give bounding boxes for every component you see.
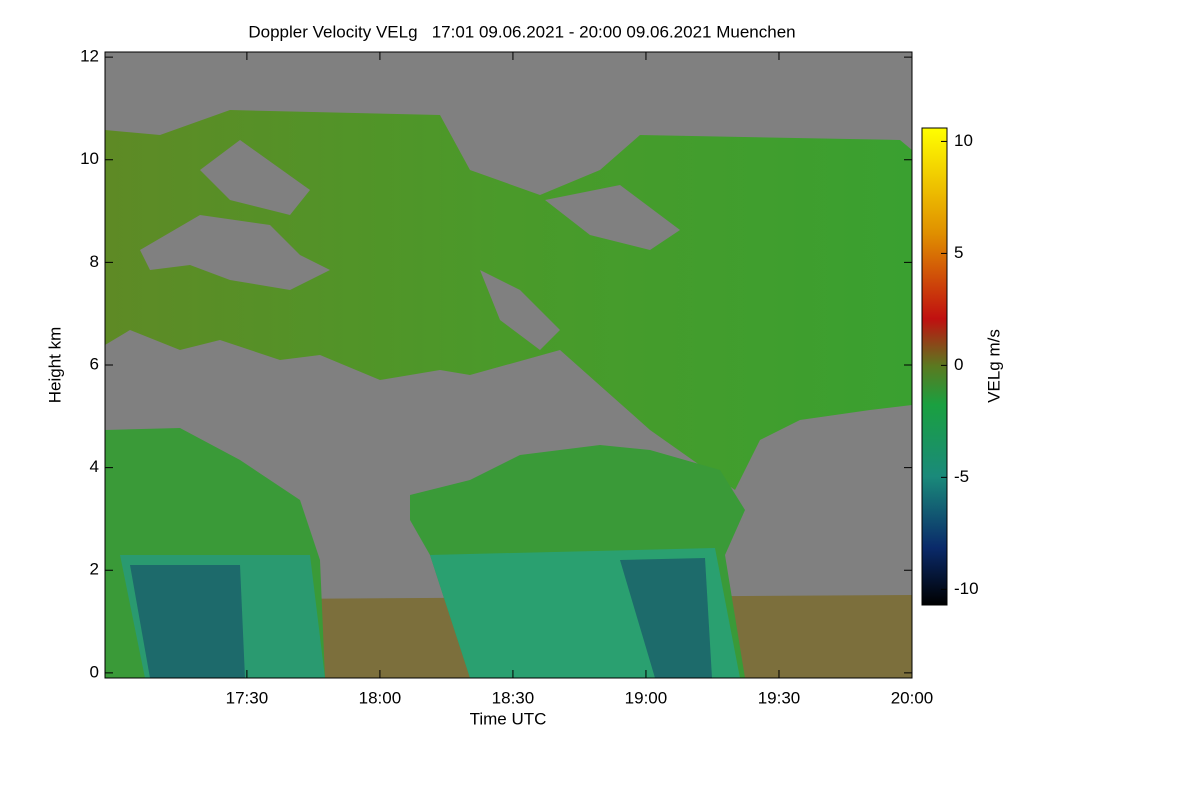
colorbar-tick-label: 0 xyxy=(954,355,963,374)
y-tick-label: 8 xyxy=(90,252,99,271)
x-tick-label: 18:00 xyxy=(359,688,402,707)
y-axis-label: Height km xyxy=(45,327,64,404)
y-tick-label: 4 xyxy=(90,457,99,476)
x-tick-label: 18:30 xyxy=(492,688,535,707)
chart-title: Doppler Velocity VELg 17:01 09.06.2021 -… xyxy=(248,22,795,41)
colorbar-tick-label: -10 xyxy=(954,579,979,598)
x-tick-label: 19:30 xyxy=(758,688,801,707)
y-tick-label: 6 xyxy=(90,354,99,373)
x-tick-label: 19:00 xyxy=(625,688,668,707)
colorbar-tick-label: 10 xyxy=(954,131,973,150)
colorbar xyxy=(921,127,948,606)
colorbar-label: VELg m/s xyxy=(984,329,1003,403)
y-tick-label: 0 xyxy=(90,662,99,681)
plot-image xyxy=(105,52,912,678)
x-axis-label: Time UTC xyxy=(470,709,547,728)
x-tick-label: 17:30 xyxy=(226,688,269,707)
y-tick-label: 2 xyxy=(90,560,99,579)
y-tick-label: 10 xyxy=(80,149,99,168)
y-tick-label: 12 xyxy=(80,47,99,66)
x-tick-label: 20:00 xyxy=(891,688,934,707)
colorbar-tick-label: 5 xyxy=(954,243,963,262)
colorbar-tick-label: -5 xyxy=(954,467,969,486)
